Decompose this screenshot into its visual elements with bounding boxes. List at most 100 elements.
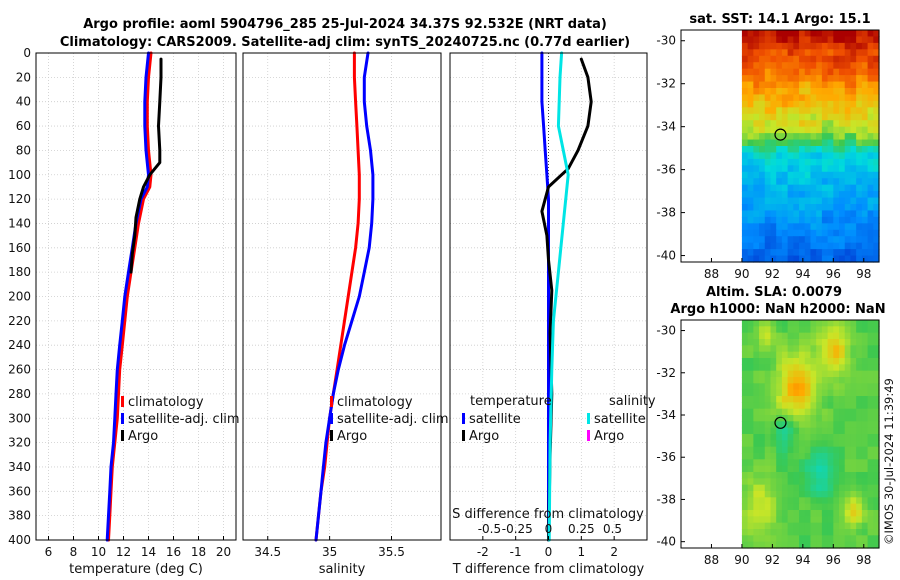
heatmap-cell [776, 415, 783, 422]
heatmap-cell [856, 216, 863, 224]
heatmap-cell [833, 415, 840, 422]
heatmap-cell [759, 165, 766, 173]
heatmap-cell [856, 491, 863, 498]
heatmap-cell [753, 510, 760, 517]
heatmap-cell [816, 389, 823, 397]
heatmap-cell [816, 478, 823, 486]
heatmap-cell [816, 42, 823, 50]
legend-swatch [121, 430, 124, 441]
heatmap-cell [850, 484, 857, 492]
heatmap-cell [856, 68, 863, 76]
heatmap-cell [764, 171, 772, 179]
heatmap-cell [821, 158, 829, 166]
heatmap-cell [861, 459, 869, 467]
heatmap-cell [833, 377, 840, 384]
heatmap-cell [799, 491, 806, 498]
heatmap-cell [850, 113, 857, 121]
heatmap-cell [804, 434, 812, 441]
heatmap-cell [804, 165, 812, 173]
heatmap-cell [799, 107, 806, 115]
heatmap-cell [827, 402, 834, 410]
heatmap-cell [833, 55, 840, 63]
heatmap-cell [799, 49, 806, 57]
heatmap-cell [799, 88, 806, 96]
heatmap-cell [747, 146, 754, 154]
heatmap-cell [793, 478, 800, 486]
heatmap-cell [850, 364, 857, 372]
heatmap-cell [787, 223, 794, 231]
heatmap-cell [759, 88, 766, 96]
heatmap-cell [839, 345, 846, 353]
heatmap-cell [770, 421, 777, 429]
heatmap-cell [833, 383, 840, 391]
heatmap-cell [770, 88, 777, 96]
heatmap-cell [816, 152, 823, 160]
heatmap-cell [856, 377, 863, 384]
heatmap-cell [861, 210, 869, 218]
heatmap-cell [867, 472, 874, 479]
heatmap-cell [839, 510, 846, 517]
heatmap-cell [821, 204, 829, 212]
heatmap-cell [867, 242, 874, 250]
heatmap-cell [839, 364, 846, 372]
heatmap-cell [799, 146, 806, 154]
heatmap-cell [850, 459, 857, 467]
x-tick-label: 8 [70, 545, 78, 559]
heatmap-cell [867, 191, 874, 199]
heatmap-cell [873, 68, 880, 76]
heatmap-cell [776, 223, 783, 231]
heatmap-cell [827, 36, 834, 44]
heatmap-cell [810, 510, 817, 517]
heatmap-cell [804, 497, 812, 505]
heatmap-cell [856, 370, 863, 378]
heatmap-cell [787, 320, 794, 327]
heatmap-cell [747, 197, 754, 205]
heatmap-cell [747, 320, 754, 327]
legend-swatch [330, 430, 333, 441]
heatmap-cell [856, 402, 863, 410]
heatmap-cell [804, 113, 812, 121]
heatmap-cell [741, 472, 749, 479]
heatmap-cell [844, 383, 852, 391]
heatmap-cell [764, 440, 772, 448]
heatmap-cell [776, 326, 783, 334]
heatmap-cell [804, 421, 812, 429]
heatmap-cell [856, 421, 863, 429]
heatmap-cell [861, 42, 869, 50]
heatmap-cell [787, 178, 794, 186]
heatmap-cell [844, 516, 852, 524]
heatmap-cell [741, 216, 749, 224]
heatmap-cell [747, 472, 754, 479]
heatmap-cell [867, 184, 874, 192]
heatmap-cell [856, 364, 863, 372]
heatmap-cell [764, 503, 772, 511]
heatmap-cell [747, 389, 754, 397]
heatmap-cell [844, 535, 852, 543]
heatmap-cell [804, 516, 812, 524]
heatmap-cell [764, 126, 772, 134]
heatmap-cell [753, 42, 760, 50]
heatmap-cell [793, 236, 800, 244]
heatmap-cell [753, 459, 760, 467]
heatmap-cell [764, 216, 772, 224]
heatmap-cell [753, 541, 760, 549]
heatmap-cell [781, 146, 789, 154]
heatmap-cell [781, 68, 789, 76]
heatmap-cell [827, 415, 834, 422]
heatmap-cell [844, 113, 852, 121]
heatmap-cell [816, 491, 823, 498]
heatmap-cell [787, 158, 794, 166]
heatmap-cell [816, 165, 823, 173]
heatmap-cell [747, 478, 754, 486]
heatmap-cell [844, 30, 852, 38]
heatmap-cell [747, 49, 754, 57]
heatmap-cell [827, 30, 834, 38]
heatmap-cell [793, 171, 800, 179]
heatmap-cell [793, 36, 800, 44]
heatmap-cell [787, 383, 794, 391]
heatmap-cell [799, 210, 806, 218]
heatmap-cell [873, 146, 880, 154]
heatmap-cell [764, 210, 772, 218]
heatmap-cell [873, 223, 880, 231]
